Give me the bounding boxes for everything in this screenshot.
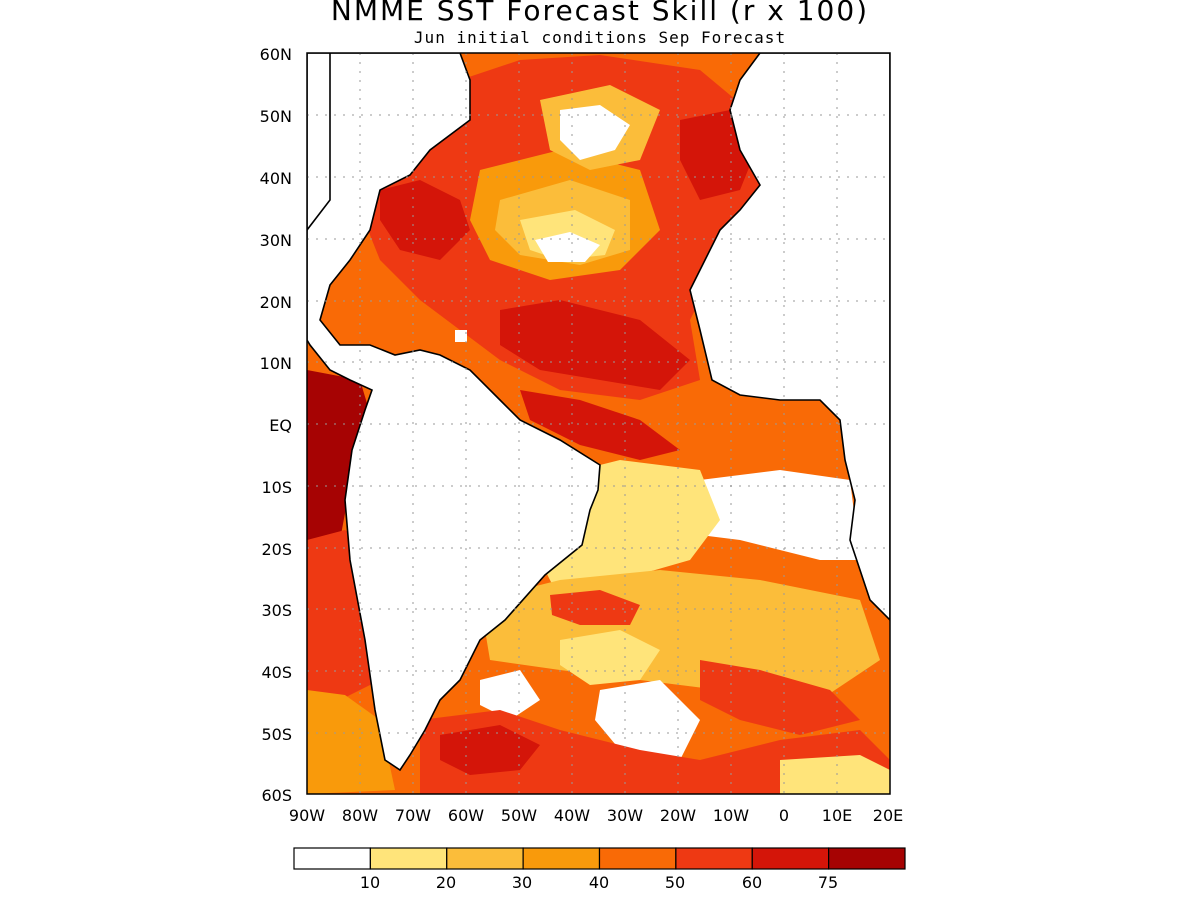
lon-tick-label: 90W (289, 806, 325, 825)
lon-tick-label: 10W (713, 806, 749, 825)
lon-tick-label: 60W (448, 806, 484, 825)
lat-tick-label: 60S (261, 786, 292, 805)
lon-tick-label: 80W (342, 806, 378, 825)
map-frame (306, 52, 891, 795)
lon-tick-label: 10E (822, 806, 852, 825)
skill-region-south-white-1 (480, 670, 540, 720)
colorbar-label: 40 (589, 873, 609, 892)
map-field (307, 53, 890, 794)
map-title: NMME SST Forecast Skill (r x 100) (330, 0, 870, 27)
lat-tick-label: 40N (260, 169, 292, 188)
lat-tick-label: 30N (260, 231, 292, 250)
colorbar-swatch (293, 847, 371, 870)
skill-region-tropical-north (500, 300, 690, 390)
skill-region-equatorial-pacific (307, 370, 372, 560)
lat-tick-label: 50S (261, 725, 292, 744)
lon-tick-label: 0 (779, 806, 789, 825)
skill-region-south-atlantic-red-2 (700, 660, 860, 735)
skill-region-south-white-2 (595, 680, 700, 760)
land-pacific-coast-north (307, 53, 331, 232)
colorbar-swatch (828, 847, 906, 870)
lat-tick-label: 20S (261, 540, 292, 559)
lon-tick-label: 20W (660, 806, 696, 825)
skill-region-south-atlantic-red-1 (550, 590, 640, 625)
skill-region-north-atlantic (380, 180, 470, 260)
map-subtitle: Jun initial conditions Sep Forecast (413, 28, 787, 47)
lon-tick-label: 20E (873, 806, 903, 825)
colorbar-swatch (446, 847, 524, 870)
lat-tick-label: 40S (261, 663, 292, 682)
lat-tick-label: 20N (260, 293, 292, 312)
lon-tick-label: 50W (501, 806, 537, 825)
lon-tick-label: 70W (395, 806, 431, 825)
colorbar (293, 847, 906, 870)
colorbar-swatch (751, 847, 830, 870)
colorbar-swatch (369, 847, 448, 870)
colorbar-label: 30 (512, 873, 532, 892)
colorbar-label: 75 (818, 873, 838, 892)
skill-region-southern-ocean-deep (440, 725, 540, 775)
lon-tick-label: 40W (554, 806, 590, 825)
land-north-america (307, 53, 601, 772)
skill-region-equatorial-atlantic (520, 390, 680, 460)
colorbar-label: 10 (360, 873, 380, 892)
land-africa-europe (689, 53, 890, 622)
colorbar-label: 50 (665, 873, 685, 892)
colorbar-labels: 10 20 30 40 50 60 75 (360, 873, 838, 892)
lat-tick-label: 50N (260, 107, 292, 126)
grid-lines (307, 53, 890, 794)
lat-tick-label: 30S (261, 601, 292, 620)
colorbar-label: 60 (742, 873, 762, 892)
skill-region-southern-ocean-pale (780, 755, 890, 794)
lon-tick-label: 30W (607, 806, 643, 825)
colorbar-swatch (598, 847, 677, 870)
lat-tick-label: 10N (260, 354, 292, 373)
land-island (455, 330, 467, 342)
skill-region-south-pale-2 (560, 630, 660, 685)
colorbar-swatch (522, 847, 601, 870)
skill-region-pacific-south-tip (307, 690, 395, 794)
colorbar-label: 20 (436, 873, 456, 892)
lat-tick-label: 10S (261, 478, 292, 497)
skill-region-north-white (560, 105, 630, 160)
lon-axis: 90W 80W 70W 60W 50W 40W 30W 20W 10W 0 10… (289, 806, 903, 825)
colorbar-swatch (675, 847, 753, 870)
lat-axis: 60N 50N 40N 30N 20N 10N EQ 10S 20S 30S 4… (260, 45, 292, 805)
lat-tick-label: 60N (260, 45, 292, 64)
lat-tick-label: EQ (269, 416, 292, 435)
skill-region-southern-ocean (420, 710, 890, 794)
